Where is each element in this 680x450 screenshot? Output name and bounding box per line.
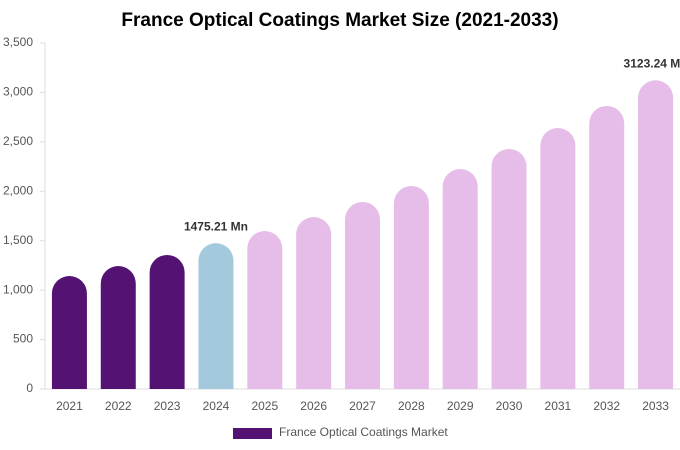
- x-tick-label: 2024: [203, 399, 230, 413]
- x-tick-label: 2027: [349, 399, 376, 413]
- legend-swatch: [233, 428, 272, 439]
- x-tick-label: 2023: [154, 399, 181, 413]
- bar: [393, 185, 429, 389]
- y-tick-label: 2,000: [3, 183, 33, 197]
- bar: [540, 128, 576, 389]
- y-tick-label: 0: [26, 381, 33, 395]
- chart-title: France Optical Coatings Market Size (202…: [121, 10, 558, 31]
- data-label: 3123.24 Mn: [624, 56, 680, 70]
- bar: [149, 254, 185, 389]
- bar: [638, 80, 674, 389]
- bar: [198, 243, 234, 389]
- x-tick-label: 2030: [496, 399, 523, 413]
- x-tick-label: 2026: [300, 399, 327, 413]
- y-tick-label: 1,000: [3, 282, 33, 296]
- x-tick-label: 2033: [642, 399, 669, 413]
- x-tick-label: 2025: [251, 399, 278, 413]
- x-tick-label: 2031: [545, 399, 572, 413]
- bar: [491, 148, 527, 389]
- y-tick-label: 3,500: [3, 35, 33, 49]
- legend-label: France Optical Coatings Market: [279, 425, 448, 439]
- bar: [589, 105, 625, 390]
- y-tick-label: 1,500: [3, 233, 33, 247]
- bar: [247, 231, 283, 389]
- y-tick-label: 2,500: [3, 134, 33, 148]
- bar: [442, 169, 478, 389]
- y-tick-label: 3,000: [3, 85, 33, 99]
- bar: [51, 276, 87, 389]
- bar: [100, 266, 136, 389]
- x-tick-label: 2032: [593, 399, 620, 413]
- x-tick-label: 2022: [105, 399, 132, 413]
- data-label: 1475.21 Mn: [184, 219, 248, 233]
- y-tick-label: 500: [13, 332, 33, 346]
- x-tick-label: 2028: [398, 399, 425, 413]
- bar: [296, 216, 332, 389]
- x-tick-label: 2021: [56, 399, 83, 413]
- bar: [345, 201, 380, 389]
- x-tick-label: 2029: [447, 399, 474, 413]
